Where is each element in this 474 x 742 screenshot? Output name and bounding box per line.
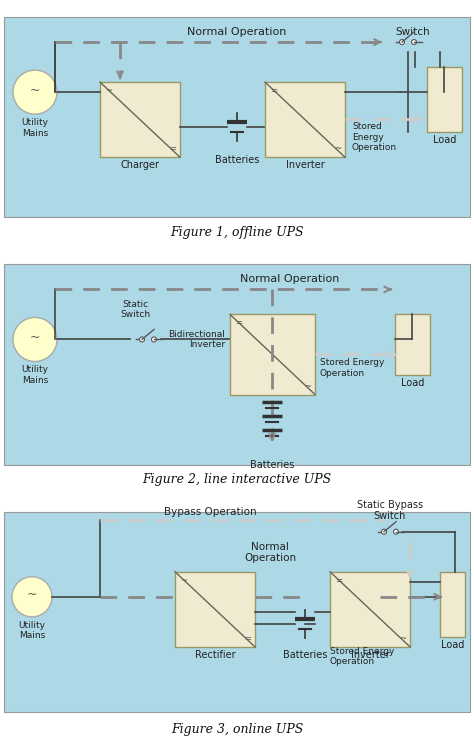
Bar <box>427 67 462 132</box>
Text: Batteries: Batteries <box>215 155 259 165</box>
Circle shape <box>13 70 57 114</box>
Circle shape <box>393 529 399 534</box>
Bar <box>265 82 345 157</box>
Text: Utility
Mains: Utility Mains <box>21 118 48 137</box>
Text: Stored Energy
Operation: Stored Energy Operation <box>330 647 394 666</box>
Circle shape <box>13 318 57 361</box>
Text: Stored Energy
Operation: Stored Energy Operation <box>320 358 384 378</box>
Text: Inverter: Inverter <box>351 650 389 660</box>
Bar <box>395 315 430 375</box>
Bar <box>440 572 465 637</box>
Text: =: = <box>235 318 242 327</box>
Bar <box>4 512 470 712</box>
Text: Rectifier: Rectifier <box>195 650 235 660</box>
Text: Batteries: Batteries <box>250 459 294 470</box>
Bar <box>4 264 470 464</box>
Text: ~: ~ <box>30 84 40 96</box>
Circle shape <box>12 577 52 617</box>
Text: Normal Operation: Normal Operation <box>187 27 287 37</box>
Text: Inverter: Inverter <box>286 160 324 170</box>
Text: Utility
Mains: Utility Mains <box>21 366 48 385</box>
Text: Load: Load <box>401 378 424 387</box>
Text: =: = <box>270 86 277 95</box>
Text: Normal
Operation: Normal Operation <box>244 542 296 563</box>
Text: ~: ~ <box>304 381 311 390</box>
Text: Bypass Operation: Bypass Operation <box>164 507 256 516</box>
Bar <box>4 17 470 217</box>
Bar <box>100 82 180 157</box>
Text: =: = <box>335 576 342 585</box>
Text: =: = <box>169 144 176 153</box>
Text: ~: ~ <box>180 576 187 585</box>
Text: ~: ~ <box>399 634 406 643</box>
Circle shape <box>152 337 156 342</box>
Text: Static
Switch: Static Switch <box>120 300 150 319</box>
Text: Utility
Mains: Utility Mains <box>18 621 46 640</box>
Text: Batteries: Batteries <box>283 650 327 660</box>
Text: Load: Load <box>433 135 456 145</box>
Text: Load: Load <box>441 640 464 650</box>
Text: Figure 1, offline UPS: Figure 1, offline UPS <box>170 226 304 239</box>
Text: ~: ~ <box>105 86 112 95</box>
Text: Figure 3, online UPS: Figure 3, online UPS <box>171 723 303 737</box>
Text: Stored
Energy
Operation: Stored Energy Operation <box>352 122 397 152</box>
Text: ~: ~ <box>30 331 40 344</box>
Text: Static Bypass
Switch: Static Bypass Switch <box>357 499 423 522</box>
Text: =: = <box>244 634 251 643</box>
Bar <box>175 572 255 647</box>
Text: Charger: Charger <box>120 160 159 170</box>
Text: Switch: Switch <box>395 27 429 37</box>
Bar <box>230 315 315 395</box>
Circle shape <box>411 39 417 45</box>
Text: ~: ~ <box>334 144 341 153</box>
Circle shape <box>139 337 145 342</box>
Circle shape <box>400 39 404 45</box>
Text: Figure 2, line interactive UPS: Figure 2, line interactive UPS <box>142 473 332 486</box>
Text: Normal Operation: Normal Operation <box>240 275 340 284</box>
Bar <box>330 572 410 647</box>
Text: Bidirectional
Inverter: Bidirectional Inverter <box>168 329 225 349</box>
Text: ~: ~ <box>27 588 37 601</box>
Circle shape <box>382 529 386 534</box>
